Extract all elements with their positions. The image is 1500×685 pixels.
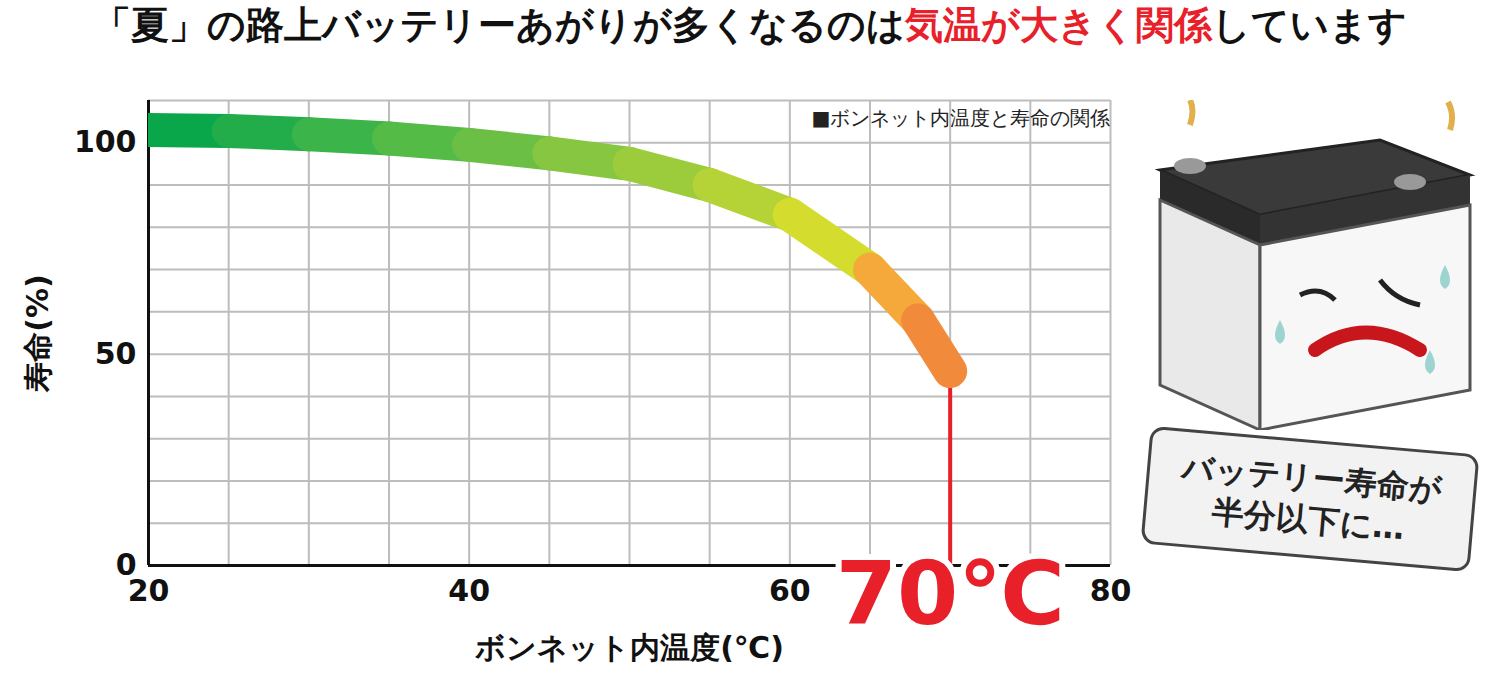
svg-text:40: 40 — [448, 573, 490, 608]
svg-text:70℃: 70℃ — [836, 542, 1065, 645]
svg-text:0: 0 — [115, 547, 137, 583]
html-text:バッテリー寿命が: バッテリー寿命が — [1180, 447, 1444, 509]
svg-text:80: 80 — [1090, 573, 1132, 608]
svg-text:■ボンネット内温度と寿命の関係: ■ボンネット内温度と寿命の関係 — [812, 106, 1111, 130]
svg-text:50: 50 — [95, 336, 137, 371]
svg-text:60: 60 — [769, 573, 811, 608]
svg-text:ボンネット内温度(℃): ボンネット内温度(℃) — [475, 630, 784, 665]
svg-text:寿命(%): 寿命(%) — [20, 274, 55, 392]
html-text:「夏」の路上バッテリーあがりが多くなるのは気温が大きく関係し: 「夏」の路上バッテリーあがりが多くなるのは気温が大きく関係しています — [93, 3, 1407, 47]
svg-text:100: 100 — [74, 124, 137, 159]
svg-text:20: 20 — [128, 573, 170, 608]
html-text:半分以下に…: 半分以下に… — [1210, 492, 1406, 548]
